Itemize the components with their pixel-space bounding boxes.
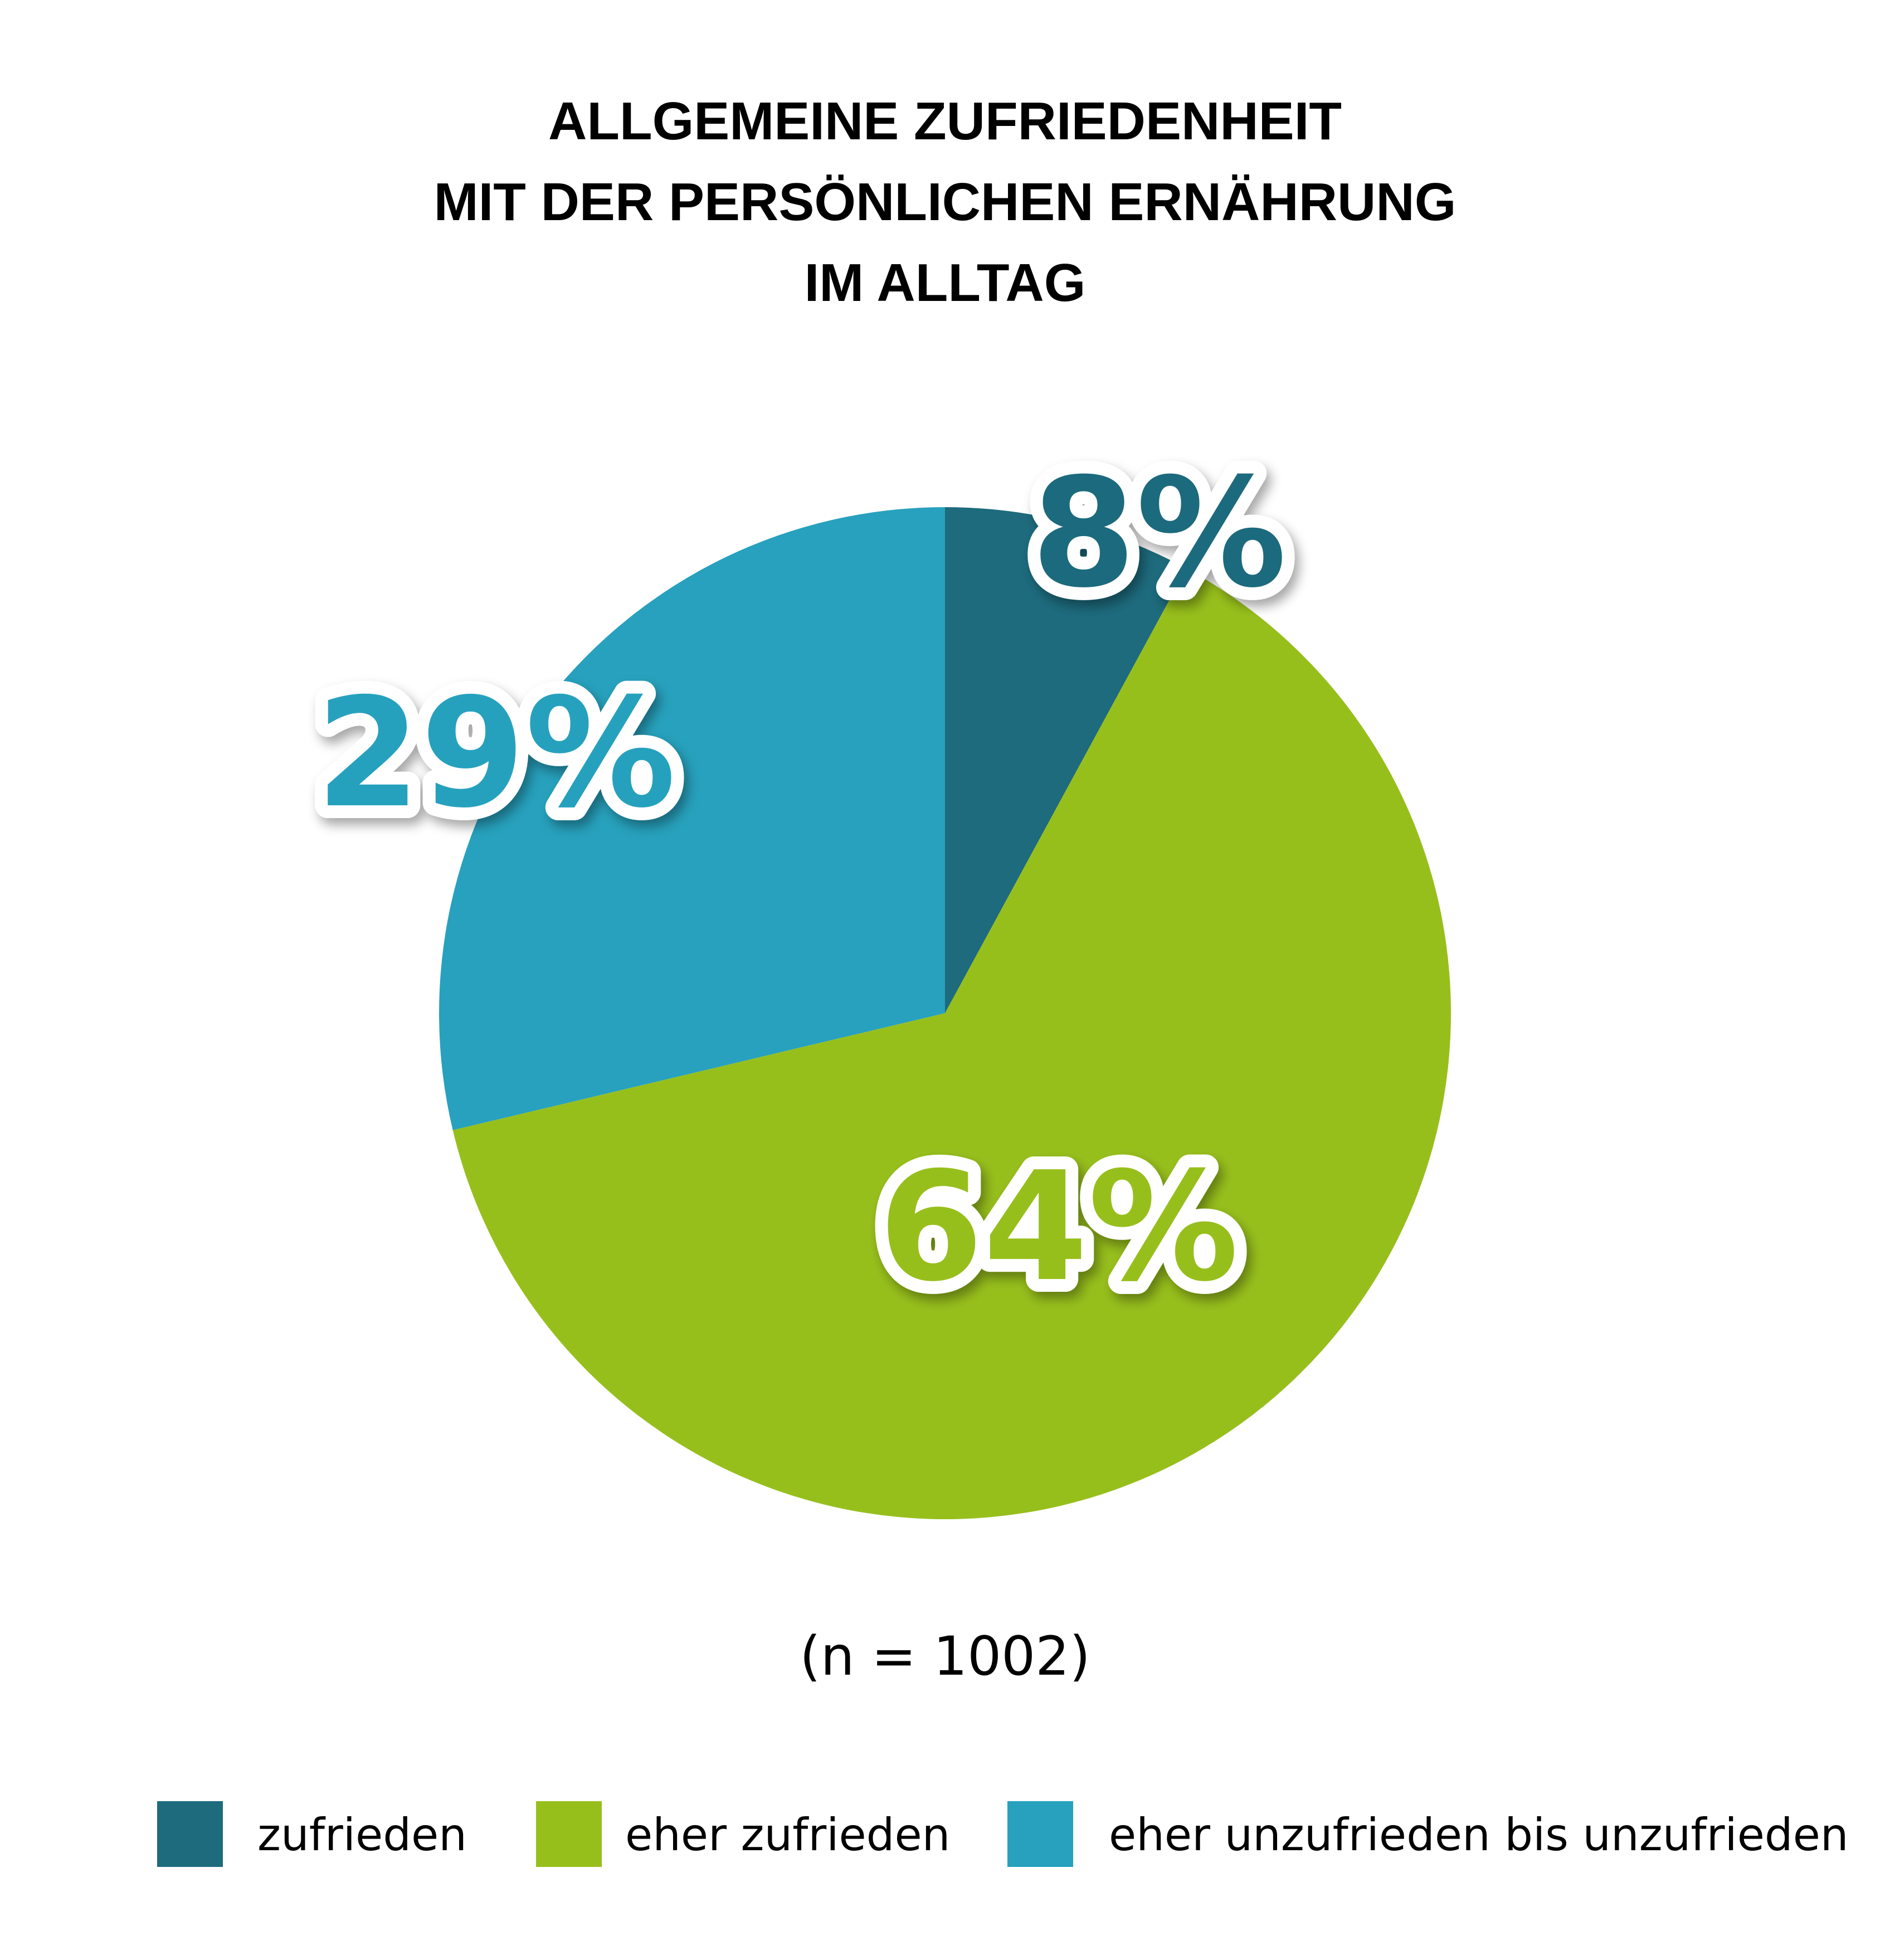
pie-slices [439, 507, 1451, 1520]
chart-title-line-3: IM ALLTAG [805, 253, 1086, 313]
legend-label-1: zufrieden [257, 1809, 467, 1861]
legend-label-3: eher unzufrieden bis unzufrieden [1109, 1809, 1849, 1861]
legend-swatch-2 [536, 1801, 602, 1867]
legend-label-2: eher zufrieden [625, 1809, 950, 1861]
chart-title-line-1: ALLGEMEINE ZUFRIEDENHEIT [548, 91, 1342, 151]
chart-title-line-2: MIT DER PERSÖNLICHEN ERNÄHRUNG [434, 172, 1457, 232]
pie-slice-1 [945, 507, 1187, 1013]
legend-swatch-1 [157, 1801, 223, 1867]
legend-item-2: eher zufrieden [536, 1801, 950, 1867]
value-label-1: 8% [1031, 445, 1287, 621]
pie-slice-3 [439, 507, 945, 1130]
pie-value-labels: 8% 64% 29% [303, 432, 1299, 1327]
legend-item-3: eher unzufrieden bis unzufrieden [1007, 1801, 1849, 1867]
sample-size-note: (n = 1002) [800, 1625, 1090, 1687]
legend-swatch-3 [1007, 1801, 1073, 1867]
legend-item-1: zufrieden [157, 1801, 467, 1867]
pie-slice-2 [452, 568, 1451, 1520]
value-label-3: 29% [316, 665, 676, 841]
value-label-2: 64% [879, 1139, 1239, 1315]
legend: zufrieden eher zufrieden eher unzufrieden … [157, 1801, 1849, 1867]
